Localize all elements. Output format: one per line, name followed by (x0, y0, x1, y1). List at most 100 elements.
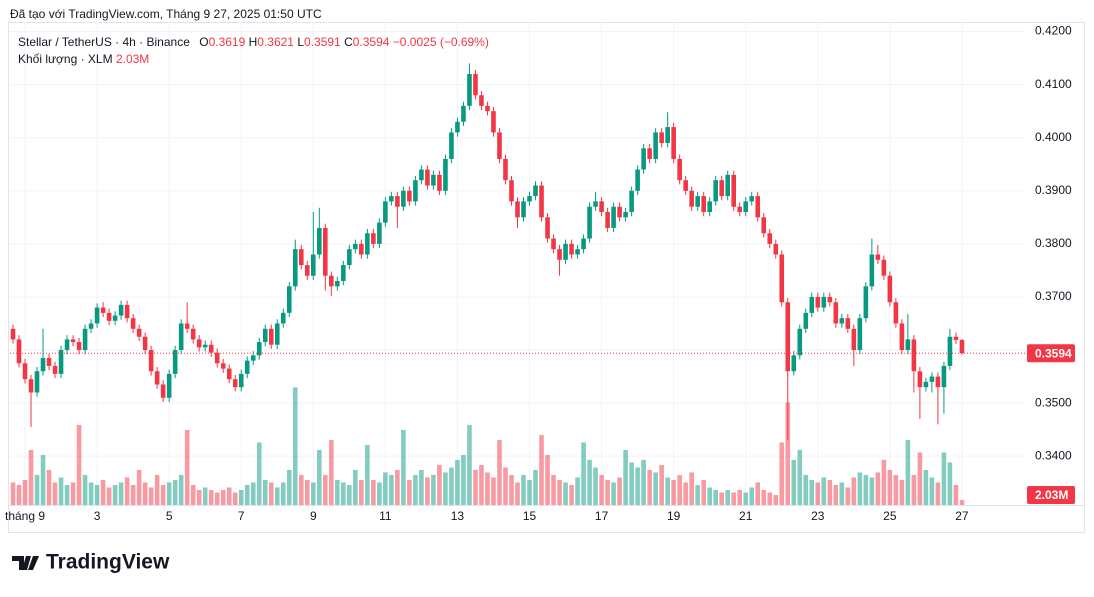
candle-body (695, 196, 700, 207)
volume-bar (599, 474, 604, 505)
candle-body (611, 206, 616, 228)
volume-bar (94, 484, 100, 505)
candle-body (749, 196, 755, 202)
candle-body (154, 371, 160, 385)
volume-bar (353, 469, 358, 505)
volume-bar (142, 482, 148, 505)
volume-bar (70, 482, 76, 505)
volume-bar (653, 472, 658, 505)
volume-bar (395, 469, 400, 505)
candle-body (959, 339, 965, 354)
candle-body (377, 222, 382, 244)
price-pane (10, 63, 1025, 441)
volume-bar (641, 459, 646, 505)
volume-bar (761, 489, 767, 505)
volume-bar (178, 474, 184, 505)
volume-bar (923, 469, 929, 505)
volume-bar (881, 459, 887, 505)
candle-body (341, 265, 346, 282)
candle-body (106, 312, 112, 321)
candle-body (863, 286, 869, 319)
volume-bar (557, 479, 562, 505)
legend-price: Stellar / TetherUS · 4h · Binance O0.361… (18, 35, 489, 49)
volume-bar (935, 482, 941, 505)
volume-bar (527, 479, 532, 505)
volume-bar (629, 462, 634, 505)
volume-bar (202, 487, 208, 505)
volume-bar (160, 484, 166, 505)
frame (8, 22, 1085, 533)
y-tick-label: 0.4100 (1035, 77, 1072, 91)
candle-body (761, 217, 767, 234)
volume-bar (413, 474, 418, 505)
volume-bar (40, 454, 46, 505)
volume-bar (467, 424, 472, 505)
grid (10, 22, 1025, 505)
volume-bar (136, 469, 142, 505)
volume-bar (833, 484, 839, 505)
volume-bar (521, 474, 526, 505)
candle-body (509, 180, 514, 202)
volume-bar (154, 474, 160, 505)
volume-bar (749, 487, 755, 505)
candle-body (635, 169, 640, 191)
volume-bar (857, 472, 863, 505)
volume-bar (274, 487, 280, 505)
candle-body (791, 355, 797, 372)
volume-bar (172, 479, 178, 505)
volume-bar (695, 484, 700, 505)
candle-body (701, 196, 706, 213)
candle-body (280, 312, 286, 324)
candle-body (226, 368, 232, 380)
x-tick-label: 13 (451, 509, 465, 523)
volume-bar (401, 429, 406, 505)
candle-body (160, 384, 166, 398)
volume-label: 2.03M (1035, 488, 1068, 502)
candle-body (461, 105, 466, 122)
volume-bar (371, 479, 376, 505)
candle-body (899, 323, 905, 351)
candle-body (467, 74, 472, 106)
x-tick-label: 23 (811, 509, 825, 523)
volume-bar (304, 479, 310, 505)
price-label-box (1027, 344, 1075, 363)
candle-body (250, 355, 256, 361)
volume-bar (953, 484, 959, 505)
volume-bar (323, 474, 328, 505)
candle-body (539, 185, 544, 218)
x-tick-label: 27 (955, 509, 969, 523)
candle-body (383, 201, 388, 223)
candle-body (641, 148, 646, 170)
candle-body (413, 180, 418, 202)
volume-bar (226, 487, 232, 505)
candle-body (719, 180, 725, 197)
volume-bar (929, 477, 935, 505)
volume-bar (509, 474, 514, 505)
volume-bar (587, 459, 592, 505)
candle-body (100, 307, 106, 313)
candle-body (587, 206, 592, 239)
candle-body (208, 344, 214, 353)
candle-body (395, 196, 400, 207)
x-tick-label: 5 (166, 509, 173, 523)
candle-body (286, 286, 292, 313)
x-tick-label: 11 (379, 509, 392, 523)
candle-body (82, 328, 88, 351)
candle-body (485, 105, 490, 112)
volume-bar (869, 477, 875, 505)
candle-body (905, 339, 911, 351)
volume-bar (563, 482, 568, 505)
volume-bar (124, 477, 130, 505)
volume-label-box (1027, 486, 1075, 504)
volume-bar (449, 467, 454, 505)
candle-body (389, 196, 394, 202)
candle-body (178, 323, 184, 351)
volume-bar (623, 449, 628, 505)
volume-bar (244, 484, 250, 505)
candle-body (28, 379, 34, 393)
candle-body (94, 307, 100, 324)
volume-bar (10, 482, 16, 505)
volume-bar (533, 469, 538, 505)
volume-bar (851, 477, 857, 505)
candle-body (190, 328, 196, 340)
